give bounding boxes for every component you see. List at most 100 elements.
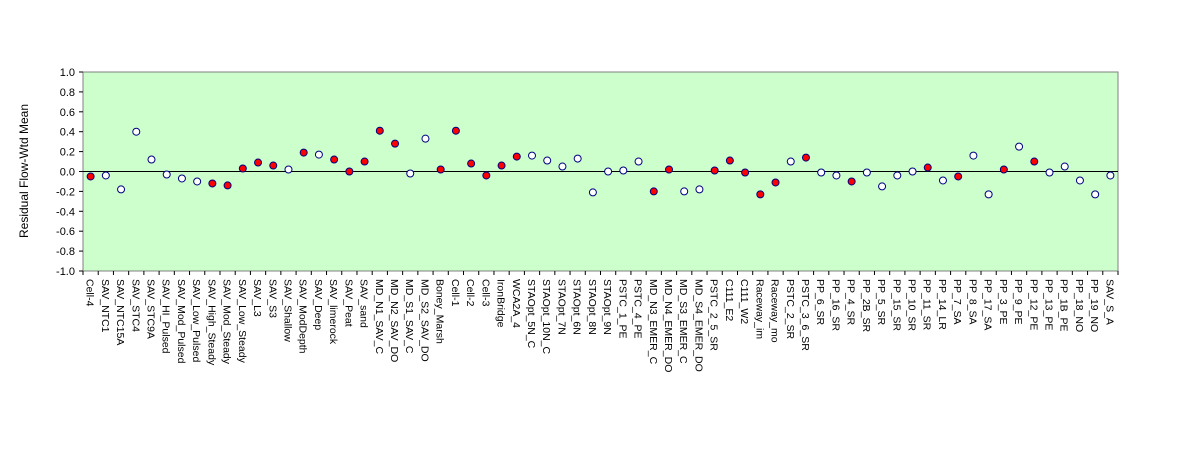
y-tick-label: 0.6 <box>60 107 75 119</box>
data-point <box>238 164 247 173</box>
x-tick-label: MD_S3_EMER_C <box>677 279 689 364</box>
data-point <box>604 167 613 176</box>
data-point <box>330 155 339 164</box>
y-tick-label: -0.4 <box>56 206 75 218</box>
x-tick-label: MD_S2_SAV_DO <box>418 279 430 362</box>
x-tick-label: Cell-1 <box>449 279 461 307</box>
y-axis: -1.0 -0.8 -0.6 -0.4 -0.2 0.0 0.2 0.4 0.6 0.8 1.0 <box>56 67 83 278</box>
x-tick-label: PSTC_4_PE <box>632 279 644 339</box>
data-point <box>847 177 856 186</box>
data-point <box>649 187 658 196</box>
data-point <box>710 166 719 175</box>
x-tick-label: WCA2A_4 <box>510 279 522 328</box>
x-tick-label: SAV_NTC1 <box>99 279 111 333</box>
data-point <box>1030 157 1039 166</box>
x-tick-label: STAOpt_9N <box>601 279 613 335</box>
data-point <box>1091 190 1100 199</box>
data-point <box>254 158 263 167</box>
x-tick-label: PP_9_PE <box>1012 279 1024 325</box>
x-tick-label: SAV_Mod_Steady <box>221 279 233 365</box>
data-point <box>375 126 384 135</box>
data-point <box>938 176 947 185</box>
data-point <box>878 182 887 191</box>
data-point <box>406 169 415 178</box>
x-tick-label: MD_S4_EMER_DO <box>692 279 704 372</box>
x-tick-label: SAV_Peat <box>342 279 354 327</box>
data-point <box>680 187 689 196</box>
data-point <box>664 165 673 174</box>
x-tick-label: Raceway_im <box>753 279 765 339</box>
x-tick-label: PSTC_3_6_SR <box>799 279 811 351</box>
data-points <box>86 126 1115 199</box>
x-tick-label: Boney_Marsh <box>434 279 446 344</box>
data-point <box>497 161 506 170</box>
data-point <box>299 148 308 157</box>
x-tick-label: PP_1B_PE <box>1058 279 1070 332</box>
data-point <box>345 167 354 176</box>
x-tick-label: PSTC_2_SR <box>784 279 796 340</box>
x-tick-label: SAV_NTC15A <box>114 279 126 345</box>
data-point <box>512 152 521 161</box>
x-axis: Cell-4 SAV_NTC1 SAV_NTC15A SAV_STC4 SAV_STC9… <box>82 271 1119 372</box>
x-tick-label: SAV_High_Steady <box>205 279 217 366</box>
x-tick-label: SAV_HI_Pulsed <box>160 279 172 354</box>
data-point <box>573 154 582 163</box>
data-point <box>86 172 95 181</box>
x-tick-label: PP_19_NO <box>1088 279 1100 332</box>
x-tick-label: Cell-2 <box>464 279 476 307</box>
data-point <box>528 151 537 160</box>
y-tick-label: -1.0 <box>56 266 75 278</box>
y-tick-label: 1.0 <box>60 67 75 79</box>
x-tick-label: Cell-4 <box>84 279 96 307</box>
x-tick-label: C111_W2 <box>738 279 750 324</box>
x-tick-label: MD_N2_SAV_DO <box>388 279 400 362</box>
data-point <box>1106 171 1115 180</box>
data-point <box>832 171 841 180</box>
data-point <box>725 156 734 165</box>
x-tick-label: PP_6_SR <box>814 279 826 326</box>
x-tick-label: PP_8_SA <box>966 279 978 325</box>
data-point <box>969 151 978 160</box>
x-tick-label: SAV_S3 <box>266 279 278 318</box>
data-point <box>360 157 369 166</box>
data-point <box>436 165 445 174</box>
data-point <box>314 150 323 159</box>
y-tick-label: 0.0 <box>60 167 75 179</box>
x-tick-label: Cell-3 <box>479 279 491 307</box>
x-tick-label: MD_N4_EMER_DO <box>662 279 674 372</box>
y-tick-label: 0.4 <box>60 127 75 139</box>
data-point <box>482 171 491 180</box>
y-tick-label: -0.2 <box>56 186 75 198</box>
data-point <box>908 167 917 176</box>
x-tick-label: PP_10_SR <box>906 279 918 331</box>
data-point <box>1060 162 1069 171</box>
data-point <box>771 178 780 187</box>
x-tick-label: STAOpt_8N <box>586 279 598 335</box>
data-point <box>801 153 810 162</box>
data-point <box>117 185 126 194</box>
data-point <box>862 168 871 177</box>
x-tick-label: SAV_S_A <box>1103 279 1115 325</box>
x-tick-label: PP_12_PE <box>1027 279 1039 330</box>
data-point <box>391 139 400 148</box>
y-tick-label: -0.6 <box>56 226 75 238</box>
x-tick-label: C111_E2 <box>723 279 735 321</box>
data-point <box>421 134 430 143</box>
x-tick-label: PSTC_1_PE <box>616 279 628 339</box>
data-point <box>619 166 628 175</box>
x-tick-label: PP_3_PE <box>997 279 1009 325</box>
data-point <box>223 181 232 190</box>
x-tick-label: SAV_L3 <box>251 279 263 317</box>
data-point <box>193 177 202 186</box>
data-point <box>558 162 567 171</box>
data-point <box>284 165 293 174</box>
x-tick-label: MD_N1_SAV_C <box>373 279 385 355</box>
data-point <box>147 155 156 164</box>
x-tick-label: PP_14_LR <box>936 279 948 330</box>
x-tick-label: Raceway_mo <box>769 279 781 343</box>
x-tick-label: PP_13_PE <box>1043 279 1055 330</box>
x-tick-label: SAV_Low_Pulsed <box>190 279 202 362</box>
x-tick-label: PP_2B_SR <box>860 279 872 333</box>
x-tick-label: PP_18_NO <box>1073 279 1085 332</box>
data-point <box>634 157 643 166</box>
